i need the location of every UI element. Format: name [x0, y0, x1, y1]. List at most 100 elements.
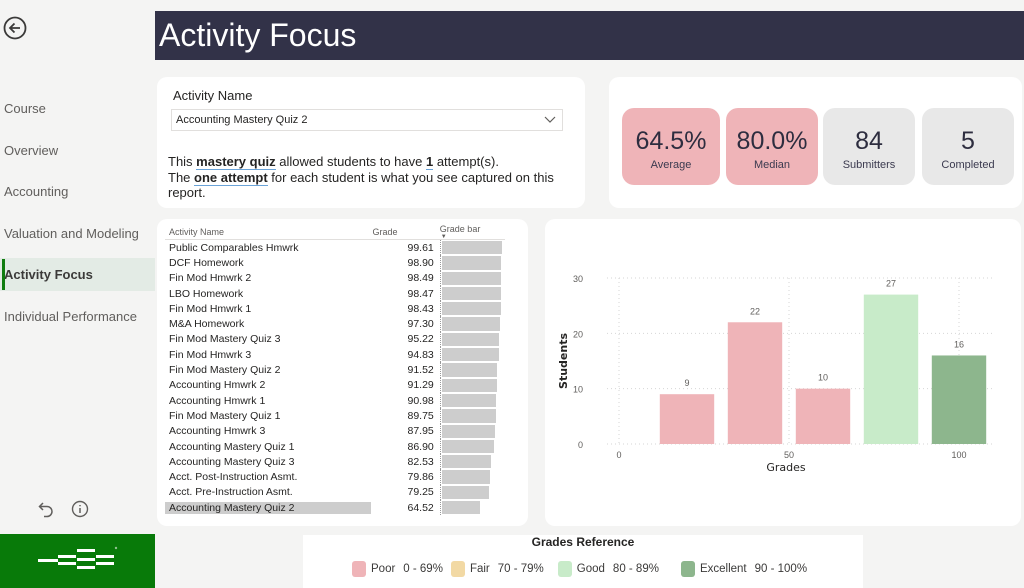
grade-bar-fill — [441, 439, 494, 454]
table-row[interactable]: Accounting Hmwrk 2 91.29 — [165, 377, 505, 393]
table-row[interactable]: Acct. Pre-Instruction Asmt. 79.25 — [165, 484, 505, 501]
grade-bar-fill — [441, 302, 501, 316]
grade-bar-fill — [441, 378, 497, 392]
cell-activity-name: Acct. Pre-Instruction Asmt. — [169, 486, 293, 499]
cell-activity-name: Fin Mod Hmwrk 1 — [169, 302, 252, 315]
cell-grade-bar — [439, 316, 505, 332]
grade-bar-fill — [441, 501, 481, 515]
cell-grade: 98.90 — [407, 256, 434, 269]
desc-text: allowed students to have — [275, 154, 426, 169]
legend-item-excellent: Excellent 90 - 100% — [680, 561, 807, 577]
grade-bar-fill — [441, 363, 497, 377]
sidebar-item-valuation-modeling[interactable]: Valuation and Modeling — [0, 217, 155, 250]
table-row[interactable]: Accounting Mastery Quiz 2 64.52 — [165, 500, 505, 516]
sidebar-item-accounting[interactable]: Accounting — [0, 175, 155, 208]
bar-data-label: 22 — [750, 306, 760, 316]
desc-activity-type: mastery quiz — [196, 154, 276, 170]
column-header-grade[interactable]: Grade — [372, 226, 398, 237]
cell-grade: 99.61 — [407, 241, 434, 254]
undo-icon[interactable] — [36, 499, 56, 519]
cell-activity-name: Accounting Hmwrk 2 — [169, 379, 266, 392]
cell-activity-name: Accounting Hmwrk 3 — [169, 425, 266, 438]
legend-label: Excellent — [699, 563, 747, 575]
kpi-value: 64.5% — [635, 127, 707, 155]
grade-bar-fill — [441, 271, 501, 285]
y-tick-label: 0 — [578, 440, 583, 450]
cell-grade: 89.75 — [407, 409, 434, 422]
histogram-bar — [931, 355, 987, 444]
desc-text: This — [168, 154, 197, 169]
sidebar-item-label: Individual Performance — [4, 308, 137, 324]
table-row[interactable]: Fin Mod Hmwrk 2 98.49 — [165, 270, 505, 286]
info-icon[interactable] — [70, 499, 90, 519]
table-header: Activity Name Grade Grade bar ▼ — [165, 224, 505, 240]
grade-bar-fill — [441, 393, 497, 408]
desc-attempts-count: 1 — [425, 154, 434, 170]
kpi-submitters: 84 Submitters — [823, 108, 915, 185]
table-row[interactable]: Acct. Post-Instruction Asmt. 79.86 — [165, 469, 505, 485]
cell-activity-name: DCF Homework — [169, 256, 244, 269]
back-arrow-icon[interactable] — [3, 16, 27, 40]
table-row[interactable]: Accounting Hmwrk 1 90.98 — [165, 392, 505, 409]
grade-bar-fill — [441, 286, 501, 301]
legend-item-poor: Poor 0 - 69% — [352, 561, 443, 577]
column-header-grade-bar[interactable]: Grade bar ▼ — [440, 224, 505, 240]
table-body: Public Comparables Hmwrk 99.61 DCF Homewor… — [165, 240, 505, 516]
legend-item-good: Good 80 - 89% — [557, 561, 659, 577]
desc-text: for each student is what you see capture… — [168, 169, 554, 201]
kpi-label: Median — [753, 159, 791, 171]
x-tick-label: 50 — [784, 450, 794, 460]
cell-grade: 64.52 — [407, 501, 434, 514]
kpi-value: 80.0% — [736, 127, 808, 155]
table-row[interactable]: Accounting Mastery Quiz 1 86.90 — [165, 438, 505, 455]
cell-grade-bar — [439, 392, 505, 409]
grade-bar-fill — [441, 317, 501, 331]
table-row[interactable]: Public Comparables Hmwrk 99.61 — [165, 240, 505, 256]
cell-grade: 95.22 — [407, 333, 434, 346]
sidebar-item-overview[interactable]: Overview — [0, 134, 155, 167]
legend-swatch — [352, 561, 366, 577]
grade-distribution-chart: 0 10 20 30 0 50 100 9 22 10 27 16 Grades Students — [557, 274, 993, 474]
brand-logo — [0, 534, 155, 588]
cell-grade: 91.52 — [407, 364, 434, 377]
table-row[interactable]: Accounting Hmwrk 3 87.95 — [165, 423, 505, 439]
sidebar-item-activity-focus[interactable]: Activity Focus — [0, 258, 155, 291]
desc-text: The — [168, 169, 195, 185]
bar-data-label: 27 — [886, 279, 896, 289]
cell-grade-bar — [439, 255, 505, 271]
cell-activity-name: Fin Mod Mastery Quiz 2 — [169, 364, 281, 377]
table-row[interactable]: Fin Mod Hmwrk 1 98.43 — [165, 301, 505, 317]
activity-grades-table: Activity Name Grade Grade bar ▼ Public C… — [165, 224, 505, 516]
table-row[interactable]: Fin Mod Mastery Quiz 3 95.22 — [165, 331, 505, 348]
activity-name-label: Activity Name — [173, 88, 253, 103]
table-row[interactable]: Fin Mod Mastery Quiz 2 91.52 — [165, 362, 505, 378]
kpi-completed: 5 Completed — [922, 108, 1014, 185]
legend-item-fair: Fair 70 - 79% — [450, 561, 544, 577]
cell-grade: 98.43 — [407, 302, 434, 315]
table-row[interactable]: DCF Homework 98.90 — [165, 255, 505, 271]
cell-grade-bar — [439, 469, 505, 485]
cell-grade-bar — [439, 438, 505, 455]
logo-icon — [37, 546, 117, 569]
kpi-card: 64.5% Average 80.0% Median 84 Submitters… — [609, 77, 1022, 208]
cell-activity-name: Fin Mod Mastery Quiz 3 — [169, 333, 281, 346]
table-row[interactable]: Fin Mod Hmwrk 3 94.83 — [165, 347, 505, 363]
sidebar-item-individual-performance[interactable]: Individual Performance — [0, 300, 155, 333]
legend-range: 0 - 69% — [403, 563, 443, 575]
table-row[interactable]: Accounting Mastery Quiz 3 82.53 — [165, 454, 505, 470]
activity-dropdown[interactable]: Accounting Mastery Quiz 2 — [171, 109, 563, 131]
cell-grade: 98.49 — [407, 272, 434, 285]
desc-attempt-policy: one attempt — [194, 169, 268, 186]
table-row[interactable]: M&A Homework 97.30 — [165, 316, 505, 332]
histogram-bar — [727, 322, 783, 444]
table-row[interactable]: Fin Mod Mastery Quiz 1 89.75 — [165, 408, 505, 424]
kpi-median: 80.0% Median — [726, 108, 818, 185]
bar-data-label: 10 — [818, 373, 828, 383]
sidebar-item-course[interactable]: Course — [0, 92, 155, 125]
chevron-down-icon — [543, 112, 557, 133]
legend-title: Grades Reference — [531, 535, 635, 549]
y-tick-label: 10 — [573, 385, 583, 395]
bar-data-label: 16 — [954, 339, 964, 349]
column-header-activity-name[interactable]: Activity Name — [169, 226, 225, 237]
table-row[interactable]: LBO Homework 98.47 — [165, 285, 505, 302]
